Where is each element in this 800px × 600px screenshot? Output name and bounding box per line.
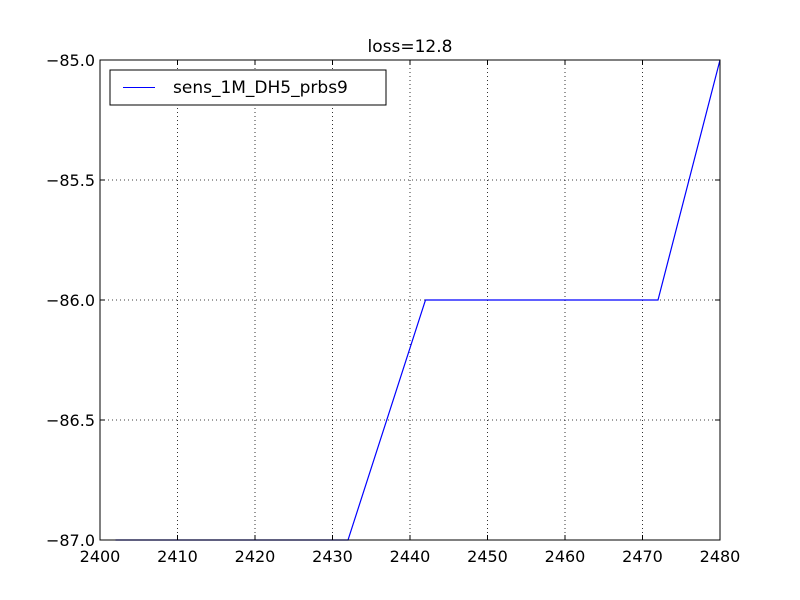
x-tick-label: 2400 [80, 547, 121, 566]
ticks: 2400 2410 2420 2430 2440 2450 2460 2470 2480 −85.… [46, 51, 740, 566]
y-tick-label: −85.5 [46, 171, 95, 190]
x-tick-label: 2420 [235, 547, 276, 566]
x-tick-label: 2440 [390, 547, 431, 566]
series-line [115, 59, 721, 541]
y-tick-label: −86.0 [46, 291, 95, 310]
legend-label: sens_1M_DH5_prbs9 [173, 78, 348, 98]
chart-title: loss=12.8 [368, 37, 453, 57]
y-tick-label: −85.0 [46, 51, 95, 70]
y-tick-label: −86.5 [46, 411, 95, 430]
y-tick-label: −87.0 [46, 531, 95, 550]
x-tick-label: 2430 [312, 547, 353, 566]
x-tick-label: 2470 [622, 547, 663, 566]
x-tick-label: 2460 [545, 547, 586, 566]
x-tick-label: 2410 [157, 547, 198, 566]
x-tick-label: 2450 [467, 547, 508, 566]
legend-box [109, 69, 387, 106]
series-layer [115, 59, 721, 541]
x-tick-label: 2480 [700, 547, 741, 566]
legend: sens_1M_DH5_prbs9 [109, 69, 387, 106]
